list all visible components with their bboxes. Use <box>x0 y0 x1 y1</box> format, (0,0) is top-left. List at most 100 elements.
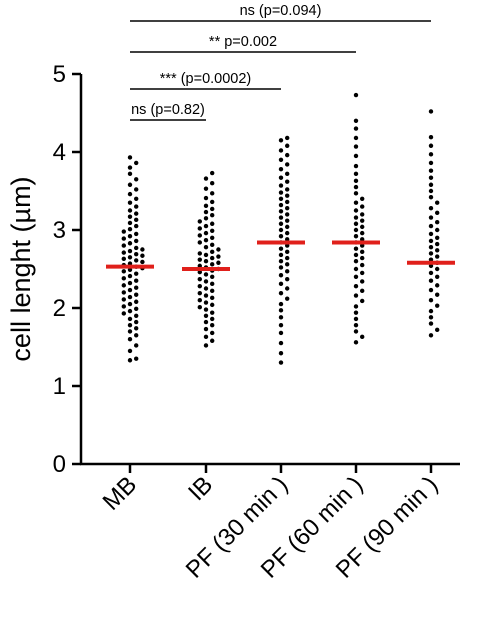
data-point <box>353 340 359 345</box>
data-point <box>210 221 215 226</box>
data-point <box>203 279 209 284</box>
data-point <box>285 218 290 223</box>
data-point <box>360 237 365 242</box>
data-point <box>428 278 434 283</box>
data-point <box>435 254 440 259</box>
data-point <box>203 319 209 325</box>
significance-layer: ns (p=0.82) *** (p=0.0002) ** p=0.002 ns (p… <box>130 3 431 121</box>
data-point <box>121 243 127 248</box>
data-point <box>210 181 215 186</box>
data-point <box>210 255 215 261</box>
data-point <box>121 236 127 241</box>
y-tick-label: 4 <box>53 139 66 166</box>
data-point <box>278 190 284 195</box>
data-point <box>210 199 215 205</box>
x-tick-label: MB <box>98 471 143 516</box>
data-point <box>134 292 139 297</box>
data-point <box>353 171 359 177</box>
data-point <box>353 274 359 279</box>
y-ticks: 0 1 2 3 4 5 <box>53 61 81 478</box>
data-point <box>278 246 284 251</box>
data-point <box>127 261 133 266</box>
data-point <box>127 301 133 307</box>
data-point <box>278 209 284 214</box>
data-point <box>353 322 359 328</box>
data-point <box>278 215 284 220</box>
data-point <box>428 160 434 166</box>
data-point <box>121 311 127 316</box>
data-point <box>353 208 359 213</box>
data-point <box>210 228 215 233</box>
data-point <box>134 306 139 311</box>
data-point <box>203 176 209 181</box>
data-point <box>428 152 434 157</box>
data-point <box>285 286 290 291</box>
data-point <box>435 248 440 253</box>
data-point <box>127 182 133 187</box>
points-layer <box>121 92 440 365</box>
data-point <box>285 193 290 198</box>
data-point <box>216 260 221 265</box>
data-point <box>278 227 284 233</box>
data-point <box>428 231 434 237</box>
data-point <box>203 259 209 264</box>
data-point <box>278 281 284 287</box>
data-point <box>134 196 139 201</box>
data-point <box>121 297 127 302</box>
data-point <box>285 199 290 205</box>
data-point <box>127 358 133 363</box>
data-point <box>428 315 434 320</box>
data-point <box>134 211 139 216</box>
data-point <box>285 152 290 158</box>
data-point <box>210 249 215 255</box>
data-point <box>353 234 359 239</box>
significance-label: ns (p=0.094) <box>240 3 322 19</box>
data-point <box>127 348 133 354</box>
data-point <box>203 272 209 277</box>
data-point <box>428 270 434 276</box>
data-point <box>353 215 359 220</box>
data-point <box>203 326 209 332</box>
data-point <box>360 218 365 223</box>
data-point <box>428 238 434 244</box>
data-point <box>140 259 145 265</box>
data-point <box>210 206 215 212</box>
data-point <box>134 285 139 290</box>
data-point <box>203 286 209 291</box>
data-point <box>134 278 139 283</box>
y-axis-label: cell lenght (µm) <box>6 176 36 361</box>
y-tick-label: 5 <box>53 61 66 88</box>
data-point <box>210 322 215 328</box>
data-point <box>216 247 221 252</box>
data-point <box>134 223 139 229</box>
data-point <box>353 178 359 184</box>
data-point <box>278 138 284 143</box>
significance-label: ** p=0.002 <box>209 34 277 50</box>
data-point <box>278 360 284 365</box>
data-point <box>353 144 359 149</box>
data-point <box>353 184 359 190</box>
data-point <box>197 233 202 238</box>
data-point <box>428 298 434 303</box>
data-point <box>353 135 359 141</box>
data-point <box>134 258 139 263</box>
data-point <box>127 308 133 314</box>
data-point <box>203 203 209 209</box>
data-point <box>360 204 365 209</box>
data-point <box>197 240 202 245</box>
data-point <box>121 269 127 274</box>
data-point <box>278 330 284 336</box>
data-point <box>210 235 215 240</box>
data-point <box>285 135 290 141</box>
data-point <box>278 308 284 313</box>
data-point <box>360 288 365 294</box>
data-point <box>353 329 359 334</box>
data-point <box>197 290 202 296</box>
data-point <box>278 196 284 201</box>
data-point <box>278 265 284 270</box>
data-point <box>435 220 440 225</box>
data-point <box>134 319 139 325</box>
data-point <box>285 224 290 230</box>
data-point <box>278 252 284 258</box>
